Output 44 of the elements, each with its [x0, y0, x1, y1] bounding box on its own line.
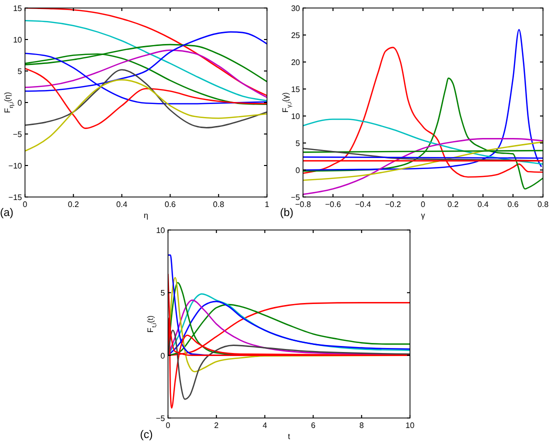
x-tick-label: −0.4 — [355, 200, 372, 209]
y-tick-label: 20 — [291, 58, 301, 67]
x-tick-label: 0.6 — [164, 200, 176, 209]
x-tick-label: −0.8 — [295, 200, 312, 209]
x-tick-label: 6 — [310, 421, 316, 430]
y-tick-label: 15 — [13, 4, 23, 13]
x-tick-label: 1 — [264, 200, 270, 209]
x-tick-label: 0.4 — [116, 200, 128, 209]
y-tick-label: 5 — [160, 288, 166, 298]
x-tick-label: 0.8 — [537, 200, 550, 209]
x-tick-label: 4 — [262, 421, 268, 430]
y-tick-label: 25 — [291, 31, 301, 40]
y-tick-label: 30 — [291, 4, 301, 13]
x-tick-label: 2 — [214, 421, 220, 430]
text: (a) — [0, 207, 14, 219]
y-tick-label: 10 — [291, 112, 301, 121]
x-tick-label: 0 — [420, 200, 426, 209]
y-tick-label: 10 — [13, 36, 23, 44]
y-tick-label: 0 — [160, 351, 166, 360]
x-tick-label: 0.8 — [213, 200, 225, 209]
x-tick-label: 0.2 — [68, 200, 80, 209]
y-tick-label: 5 — [296, 139, 301, 148]
x-tick-label: 8 — [359, 421, 364, 430]
x-axis-title: η — [144, 211, 148, 220]
y-tick-label: −10 — [8, 162, 23, 170]
x-tick-label: 0.2 — [447, 200, 460, 209]
y-tick-label: −5 — [156, 414, 166, 423]
y-tick-label: 0 — [18, 98, 23, 108]
x-tick-label: 0.6 — [507, 200, 520, 209]
x-tick-label: 10 — [406, 421, 415, 430]
x-axis-title: γ — [421, 211, 425, 220]
y-tick-label: −5 — [12, 130, 23, 139]
x-axis-title: t — [288, 432, 291, 441]
x-tick-label: 0.4 — [477, 200, 490, 209]
y-tick-label: −5 — [290, 193, 301, 202]
y-tick-label: 5 — [18, 67, 23, 76]
y-tick-label: 10 — [156, 226, 166, 235]
y-tick-label: 0 — [296, 166, 301, 175]
y-tick-label: −15 — [8, 193, 23, 202]
text: (b) — [280, 207, 294, 219]
text: (c) — [140, 429, 153, 441]
x-tick-label: −0.2 — [385, 200, 402, 209]
y-tick-label: 15 — [291, 85, 301, 94]
x-tick-label: −0.6 — [325, 200, 342, 209]
